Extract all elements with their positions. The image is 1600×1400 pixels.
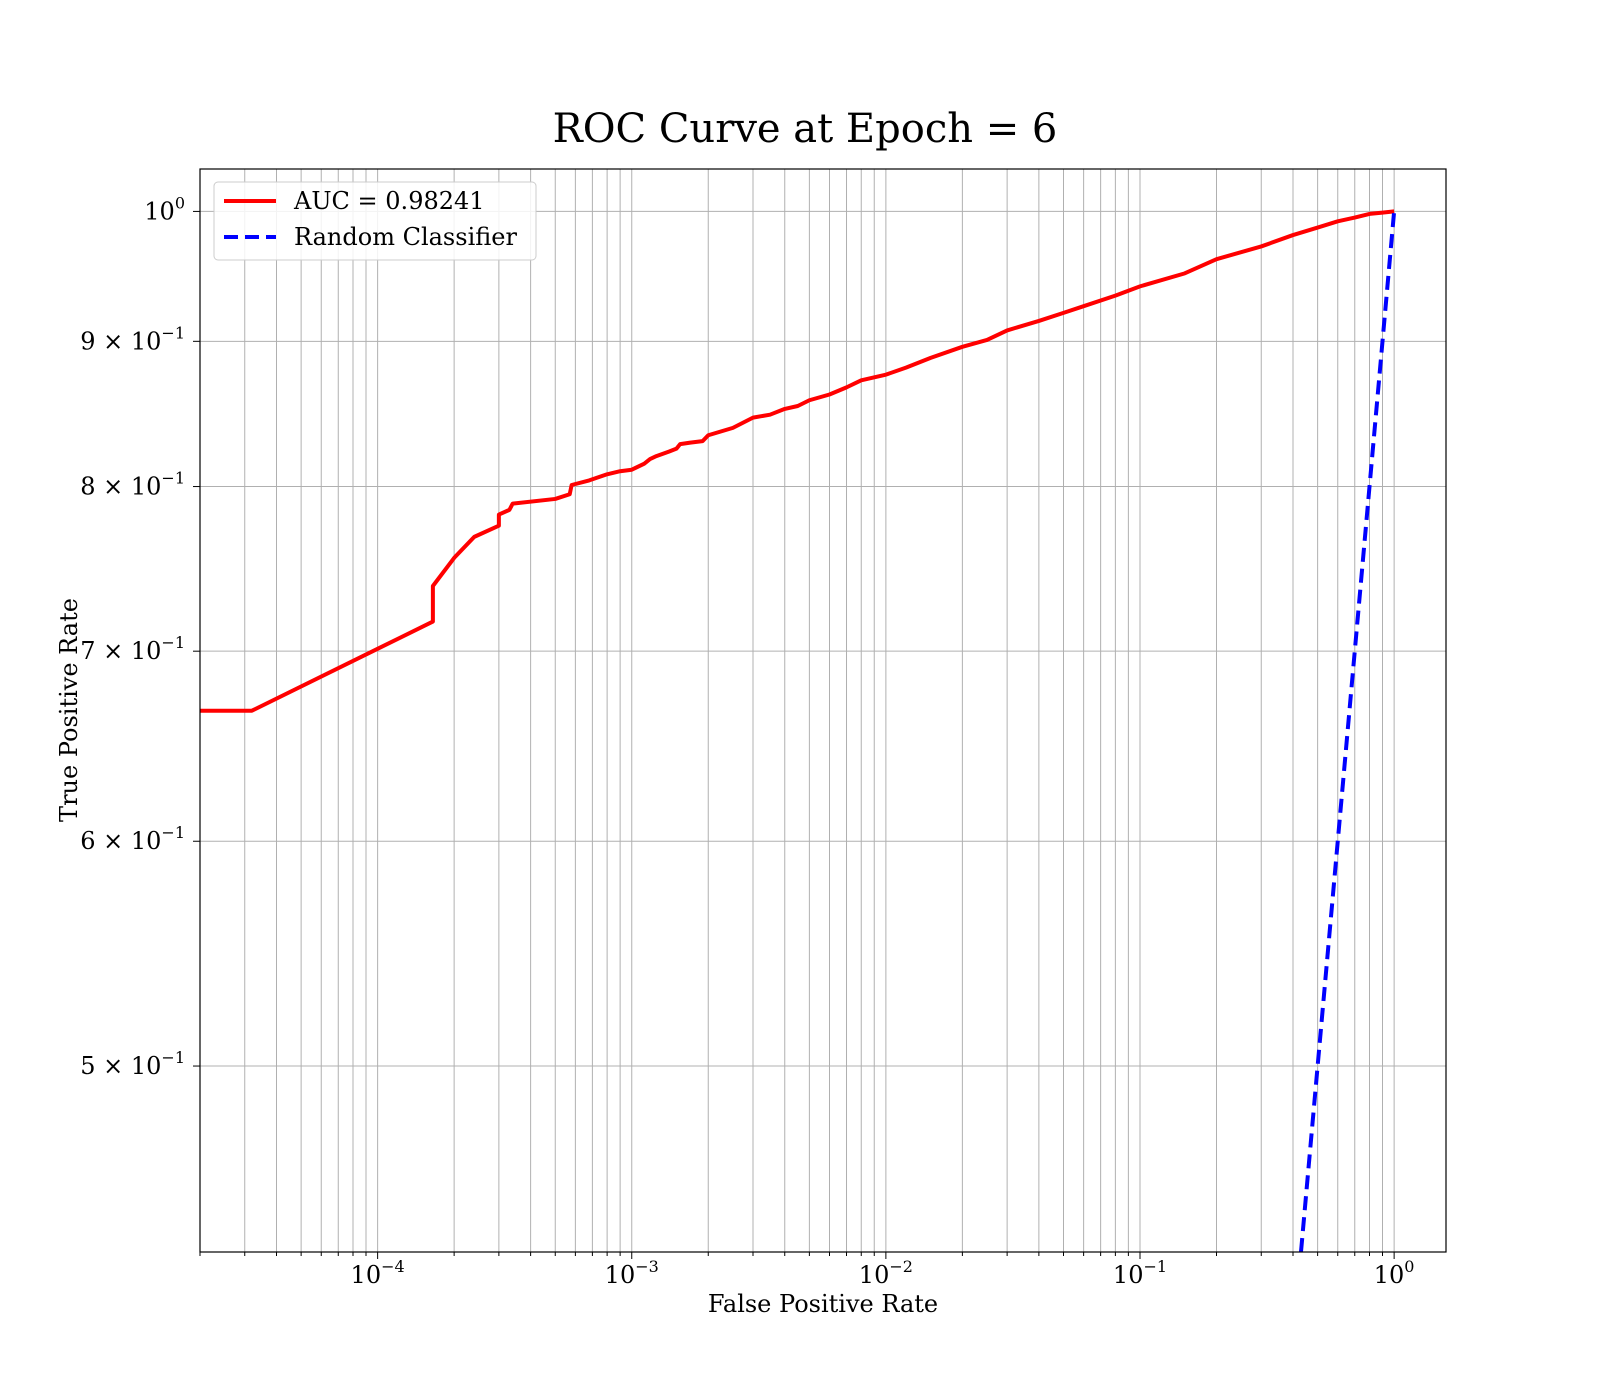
legend-box <box>213 181 537 261</box>
series-layer <box>200 209 1397 1252</box>
legend: AUC = 0.98241 Random Classifier <box>213 181 537 261</box>
x-tick-label: 10−2 <box>859 1257 913 1289</box>
grid <box>199 169 1446 1252</box>
y-tick-label: 9 × 10−1 <box>80 323 185 355</box>
x-tick-label: 10−4 <box>351 1257 405 1289</box>
series-line-0 <box>200 209 1395 713</box>
legend-label-0: AUC = 0.98241 <box>293 187 485 215</box>
x-tick-label: 10−3 <box>605 1257 659 1289</box>
legend-label-1: Random Classifier <box>294 223 517 251</box>
y-tick-label: 7 × 10−1 <box>80 633 185 665</box>
plot-frame <box>199 168 1447 1253</box>
chart-title: ROC Curve at Epoch = 6 <box>553 106 1058 152</box>
series-line-1 <box>1298 211 1397 1252</box>
x-tick-label: 100 <box>1374 1257 1415 1289</box>
y-tick-label: 5 × 10−1 <box>80 1048 185 1080</box>
y-tick-label: 6 × 10−1 <box>80 823 185 855</box>
y-axis: 100 9 × 10−1 8 × 10−1 7 × 10−1 6 × 10−1 5 × 1… <box>80 193 200 1080</box>
x-axis-label: False Positive Rate <box>708 1290 938 1318</box>
x-tick-label: 10−1 <box>1113 1257 1167 1289</box>
x-axis: 10−4 10−3 10−2 10−1 100 <box>199 1252 1415 1289</box>
y-tick-label: 8 × 10−1 <box>80 469 185 501</box>
y-axis-label: True Positive Rate <box>55 598 83 822</box>
y-tick-label: 100 <box>144 193 185 225</box>
